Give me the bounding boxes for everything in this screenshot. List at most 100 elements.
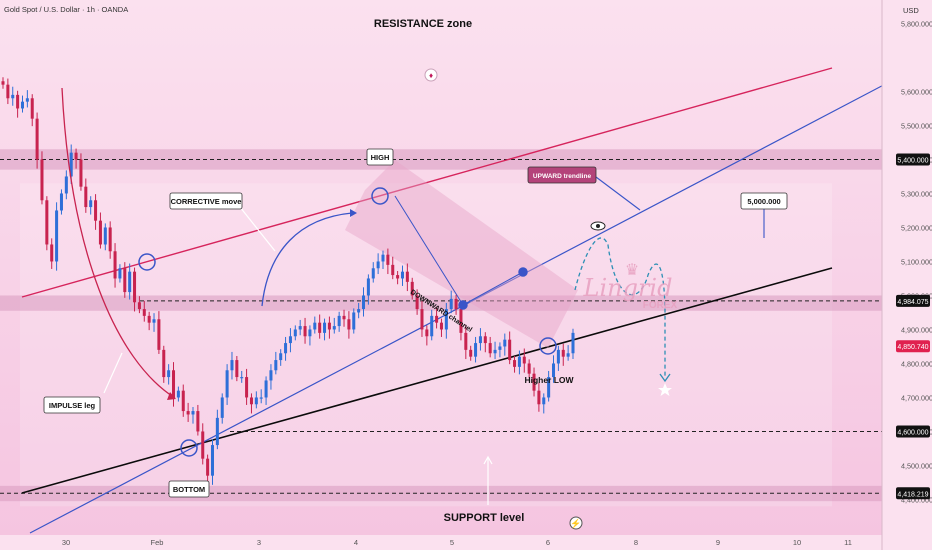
- candle-body: [50, 244, 54, 262]
- impulse-arrow: [61, 87, 176, 399]
- candle-body: [513, 360, 517, 367]
- time-axis[interactable]: [0, 535, 882, 550]
- candle-body: [444, 309, 448, 330]
- alert-bell-icon[interactable]: ♦: [424, 68, 438, 82]
- pivot-marker: [539, 337, 557, 355]
- candle-body: [293, 329, 297, 337]
- candle-body: [337, 315, 341, 327]
- candle-body: [142, 309, 146, 316]
- pivot-marker: [518, 267, 528, 277]
- candle-body: [327, 322, 331, 330]
- candle-body: [313, 322, 317, 330]
- candle-body: [556, 349, 560, 364]
- label-upward-trendline-box: [527, 166, 597, 184]
- label-higher-low: Higher LOW: [524, 375, 574, 385]
- candle-body: [74, 152, 78, 160]
- y-tick-label: 5,600.000: [901, 87, 932, 96]
- candle-body: [6, 84, 10, 99]
- candle-body: [94, 200, 98, 221]
- label-corrective-move-box: [169, 192, 243, 210]
- candle-body: [162, 349, 166, 378]
- candle-body: [152, 319, 156, 323]
- price-axis[interactable]: [882, 0, 932, 550]
- candle-body: [64, 176, 68, 194]
- y-tick-label: 4,700.000: [901, 393, 932, 402]
- price-tag: [896, 340, 930, 353]
- svg-text:♦: ♦: [429, 71, 433, 80]
- candle-body: [35, 118, 39, 160]
- candle-body: [386, 254, 390, 265]
- resistance-trendline: [21, 67, 833, 298]
- candle-body: [464, 332, 468, 350]
- candle-body: [235, 360, 239, 378]
- label-bottom-box: [168, 480, 210, 498]
- candle-body: [103, 227, 107, 245]
- candle-body: [571, 332, 575, 354]
- candle-body: [527, 363, 531, 374]
- candle-body: [113, 251, 117, 279]
- price-tag: [896, 153, 930, 166]
- y-tick-label: 4,900.000: [901, 325, 932, 334]
- candle-body: [366, 278, 370, 296]
- candle-body: [84, 186, 88, 208]
- candle-body: [25, 98, 29, 102]
- x-tick-label: 30: [62, 538, 70, 547]
- candle-body: [308, 329, 312, 337]
- pivot-marker: [371, 187, 389, 205]
- eye-icon: [590, 221, 606, 231]
- candle-body: [371, 268, 375, 279]
- candle-body: [347, 319, 351, 330]
- candle-body: [439, 322, 443, 330]
- trendline-pointer: [595, 176, 641, 211]
- candle-body: [376, 261, 380, 269]
- candle-body: [220, 397, 224, 418]
- candle-body: [215, 417, 219, 446]
- candle-body: [89, 200, 93, 208]
- candle-body: [118, 268, 122, 279]
- impulse-arrowhead: [167, 392, 176, 400]
- lightning-icon[interactable]: ⚡: [569, 516, 583, 530]
- price-tag-label: 4,984.075: [897, 299, 928, 306]
- crown-icon: ♛: [625, 262, 639, 279]
- candle-body: [1, 81, 5, 85]
- candle-body: [357, 309, 361, 313]
- candle-body: [59, 193, 63, 211]
- candle-body: [332, 326, 336, 330]
- projection-arrowhead: [659, 373, 671, 383]
- x-tick-label: 5: [450, 538, 454, 547]
- candle-body: [137, 302, 141, 310]
- chart-title: Gold Spot / U.S. Dollar · 1h · OANDA: [4, 5, 128, 14]
- candle-body: [522, 356, 526, 364]
- candle-body: [108, 227, 112, 252]
- candle-body: [225, 370, 229, 398]
- price-tag-label: 4,850.740: [897, 344, 928, 351]
- y-tick-label: 5,800.000: [901, 19, 932, 28]
- candle-body: [552, 363, 556, 378]
- candle-body: [532, 373, 536, 391]
- candle-body: [498, 346, 502, 350]
- label-support-level: SUPPORT level: [444, 512, 525, 524]
- candle-body: [503, 339, 507, 347]
- x-tick-label: Feb: [151, 538, 164, 547]
- x-tick-label: 3: [257, 538, 261, 547]
- candle-body: [191, 411, 195, 415]
- y-tick-label: 5,500.000: [901, 121, 932, 130]
- impulse-pointer: [103, 352, 123, 394]
- x-tick-label: 4: [354, 538, 358, 547]
- channel-segment-2: [462, 271, 524, 306]
- support-arrowhead: [483, 455, 493, 465]
- candle-body: [69, 152, 73, 177]
- candle-body: [488, 343, 492, 354]
- star-icon: [658, 383, 672, 396]
- x-tick-label: 11: [844, 538, 852, 547]
- candle-body: [517, 356, 521, 367]
- candle-body: [478, 336, 482, 344]
- candle-body: [405, 271, 409, 282]
- candle-body: [274, 360, 278, 371]
- candle-body: [55, 210, 59, 262]
- x-tick-label: 8: [634, 538, 638, 547]
- label-target-box: [740, 192, 788, 210]
- watermark-sub: FOREX: [643, 300, 678, 311]
